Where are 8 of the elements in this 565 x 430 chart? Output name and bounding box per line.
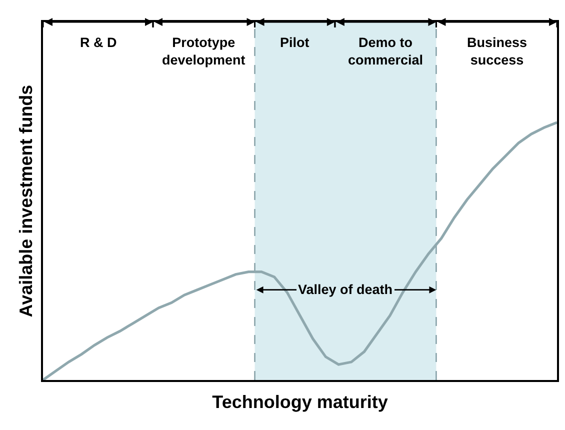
text: Prototype development [162, 35, 246, 68]
text: Demo to commercial [348, 35, 424, 68]
annotation: Valley of death [298, 282, 393, 297]
text: Pilot [280, 35, 310, 50]
y-axis-title: Available investment funds [16, 84, 36, 318]
x-axis-title: Technology maturity [212, 392, 388, 412]
text: R & D [80, 35, 117, 50]
text: Business success [467, 35, 528, 68]
